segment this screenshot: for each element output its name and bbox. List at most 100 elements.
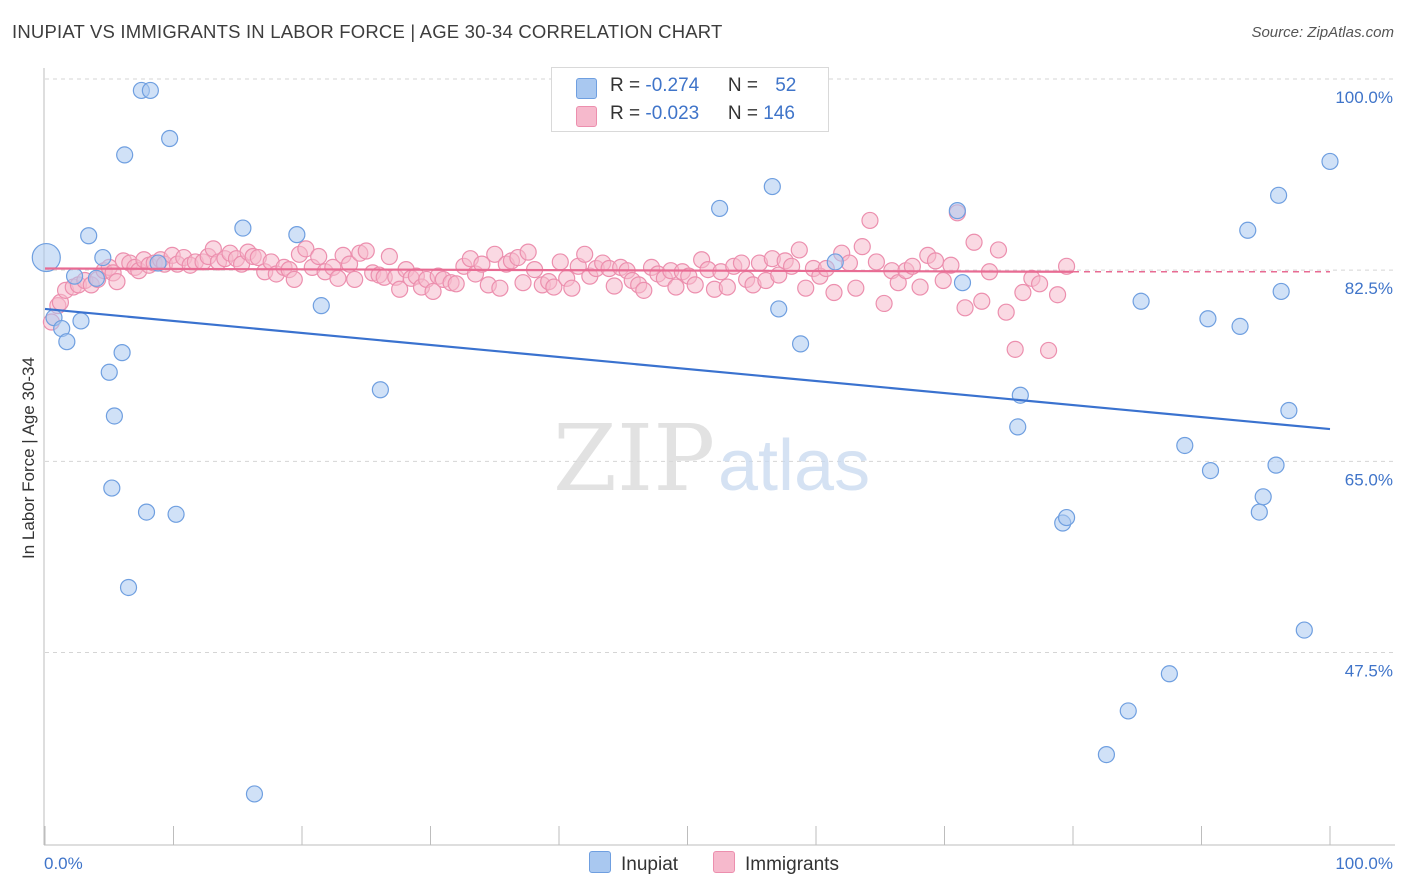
immigrants-r-value: -0.023 [645, 103, 700, 124]
y-axis-label: In Labor Force | Age 30-34 [19, 357, 38, 559]
legend-item-immigrants: Immigrants [713, 851, 839, 876]
inupiat-point-19 [161, 129, 179, 148]
immigrants-point-88 [551, 253, 569, 271]
source-label: Source: ZipAtlas.com [1251, 24, 1394, 41]
y-tick-label-3: 100.0% [1335, 88, 1393, 107]
immigrants-point-159 [1039, 341, 1058, 360]
immigrants-point-127 [797, 279, 815, 297]
immigrants-point-117 [732, 254, 751, 272]
inupiat-point-20 [167, 505, 185, 523]
immigrants-point-45 [297, 240, 315, 258]
inupiat-points [31, 81, 1339, 803]
immigrants-point-115 [718, 278, 736, 296]
inupiat-point-9 [100, 363, 118, 381]
inupiat-point-22 [245, 785, 264, 803]
inupiat-point-46 [1250, 503, 1268, 521]
x-tick-label-start: 0.0% [44, 854, 83, 873]
inupiat-point-11 [105, 407, 123, 425]
inupiat-point-8 [94, 248, 112, 267]
inupiat-point-48 [1267, 456, 1285, 474]
inupiat-point-18 [149, 254, 167, 272]
inupiat-point-17 [141, 81, 159, 100]
immigrants-point-151 [973, 292, 991, 310]
immigrants-swatch [576, 106, 597, 127]
immigrants-point-149 [956, 299, 974, 317]
immigrants-point-147 [942, 256, 960, 274]
immigrants-point-143 [911, 278, 929, 296]
inupiat-point-49 [1269, 186, 1288, 204]
x-tick-label-end: 100.0% [1335, 854, 1393, 873]
trend-lines [44, 267, 1331, 431]
inupiat-point-25 [371, 381, 389, 399]
immigrants-point-52 [340, 255, 359, 273]
inupiat-point-5 [72, 312, 90, 330]
inupiat-point-26 [711, 199, 729, 218]
immigrants-point-77 [486, 245, 504, 263]
immigrants-legend-label: Immigrants [745, 854, 839, 875]
immigrants-point-92 [576, 245, 594, 263]
immigrants-point-47 [310, 247, 328, 266]
immigrants-point-153 [989, 241, 1008, 259]
inupiat-point-14 [119, 578, 138, 597]
immigrants-point-161 [1057, 257, 1076, 275]
immigrants-point-71 [447, 275, 465, 293]
immigrants-point-83 [519, 243, 537, 261]
inupiat-point-40 [1160, 665, 1178, 683]
immigrants-n-label: N = [727, 103, 764, 124]
x-tick-labels: 0.0% 100.0% [44, 854, 1393, 873]
immigrants-point-110 [686, 276, 704, 294]
immigrants-point-156 [1014, 283, 1032, 302]
immigrants-point-82 [514, 274, 532, 292]
immigrants-point-155 [1006, 340, 1024, 358]
immigrants-point-61 [391, 280, 409, 298]
inupiat-point-33 [1009, 418, 1027, 436]
immigrants-point-150 [965, 233, 983, 251]
immigrants-point-90 [563, 279, 581, 297]
immigrants-point-67 [424, 282, 442, 301]
immigrants-r-label: R = [610, 103, 646, 124]
correlation-legend: R = -0.274 N = 52 R = -0.023 N = 146 [551, 67, 829, 132]
immigrants-point-55 [357, 242, 375, 260]
immigrants-point-53 [346, 270, 364, 289]
immigrants-point-87 [545, 278, 563, 296]
inupiat-point-41 [1176, 436, 1194, 455]
inupiat-point-4 [65, 267, 84, 285]
inupiat-point-47 [1254, 488, 1272, 506]
y-tick-labels: 47.5% 65.0% 82.5% 100.0% [1335, 88, 1393, 681]
immigrants-legend-swatch [713, 851, 735, 873]
watermark-zip: ZIP [553, 405, 715, 512]
inupiat-point-10 [103, 479, 121, 497]
immigrants-point-133 [840, 254, 859, 272]
inupiat-r-label: R = [610, 75, 646, 96]
immigrants-point-145 [926, 252, 945, 270]
immigrants-point-107 [667, 278, 685, 296]
inupiat-point-16 [137, 503, 156, 521]
inupiat-point-3 [58, 333, 76, 351]
immigrants-point-134 [847, 279, 865, 297]
immigrants-point-97 [605, 277, 623, 295]
inupiat-legend-swatch [589, 851, 611, 873]
inupiat-point-32 [953, 274, 972, 292]
inupiat-point-51 [1280, 401, 1298, 420]
chart-title: INUPIAT VS IMMIGRANTS IN LABOR FORCE | A… [12, 21, 723, 42]
inupiat-point-42 [1199, 310, 1217, 328]
inupiat-point-37 [1097, 746, 1116, 764]
immigrants-point-154 [997, 303, 1015, 321]
inupiat-point-36 [1057, 508, 1076, 527]
inupiat-point-38 [1119, 702, 1137, 720]
grid-lines [45, 78, 1395, 653]
immigrants-point-138 [875, 294, 893, 313]
inupiat-point-13 [116, 146, 134, 164]
inupiat-point-39 [1132, 292, 1150, 310]
immigrants-n-value: 146 [763, 103, 795, 124]
inupiat-point-53 [1321, 152, 1339, 171]
inupiat-point-12 [113, 344, 131, 362]
immigrants-points [42, 204, 1076, 360]
inupiat-point-0 [31, 242, 61, 273]
inupiat-swatch [576, 78, 597, 99]
inupiat-point-31 [948, 202, 966, 220]
immigrants-point-43 [285, 270, 303, 289]
immigrants-point-158 [1030, 275, 1049, 293]
immigrants-point-126 [790, 241, 808, 259]
immigrants-point-131 [825, 283, 843, 302]
